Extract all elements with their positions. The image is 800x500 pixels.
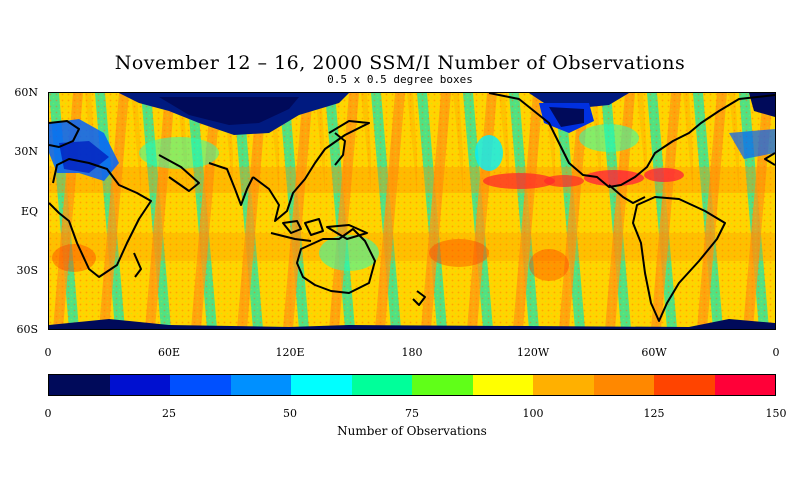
y-label-60s: 60S [16, 323, 38, 336]
colorbar-label-125: 125 [643, 407, 665, 420]
colorbar [48, 374, 776, 396]
x-label-120w: 120W [516, 346, 550, 359]
colorbar-segment [109, 375, 170, 395]
colorbar-segment [170, 375, 231, 395]
colorbar-segment [714, 375, 775, 395]
observation-map-graphic [49, 93, 775, 329]
map-subtitle: 0.5 x 0.5 degree boxes [327, 73, 473, 86]
colorbar-segment [351, 375, 412, 395]
colorbar-segment [49, 375, 110, 395]
y-label-60n: 60N [14, 86, 38, 99]
x-label-120e: 120E [275, 346, 305, 359]
x-label-60e: 60E [157, 346, 181, 359]
colorbar-segment [593, 375, 654, 395]
y-label-30s: 30S [16, 264, 38, 277]
x-label-0: 0 [44, 346, 52, 359]
map-title: November 12 – 16, 2000 SSM/I Number of O… [114, 52, 686, 74]
y-label-30n: 30N [14, 145, 38, 158]
observation-map [48, 92, 776, 330]
colorbar-segment [654, 375, 715, 395]
colorbar-label-100: 100 [522, 407, 544, 420]
y-label-eq: EQ [20, 205, 38, 218]
colorbar-segment [412, 375, 473, 395]
x-label-60w: 60W [641, 346, 667, 359]
colorbar-label-75: 75 [405, 407, 419, 420]
colorbar-title: Number of Observations [337, 424, 487, 438]
colorbar-label-0: 0 [44, 407, 52, 420]
colorbar-segment [472, 375, 533, 395]
colorbar-label-150: 150 [765, 407, 787, 420]
colorbar-segment [533, 375, 594, 395]
x-label-0-end: 0 [772, 346, 780, 359]
colorbar-label-25: 25 [162, 407, 176, 420]
colorbar-label-50: 50 [283, 407, 297, 420]
x-label-180: 180 [401, 346, 423, 359]
colorbar-segment [230, 375, 291, 395]
colorbar-segment [291, 375, 352, 395]
